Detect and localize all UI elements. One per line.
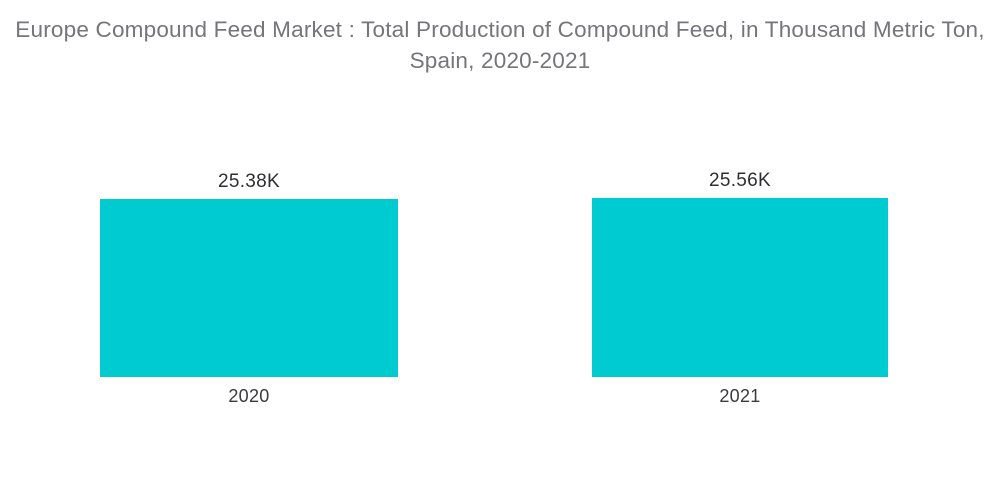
x-axis-label-2021: 2021 (719, 386, 761, 406)
bar-group-2020: 25.38K (100, 170, 398, 377)
bar-group-2021: 25.56K (592, 169, 888, 377)
bar-value-label-2021: 25.56K (708, 170, 772, 191)
bar-2020 (100, 199, 398, 377)
chart-title: Europe Compound Feed Market : Total Prod… (15, 17, 985, 73)
x-axis-label-2020: 2020 (228, 386, 270, 406)
bar-value-label-2020: 25.38K (217, 171, 281, 192)
bar-2021 (592, 198, 888, 377)
